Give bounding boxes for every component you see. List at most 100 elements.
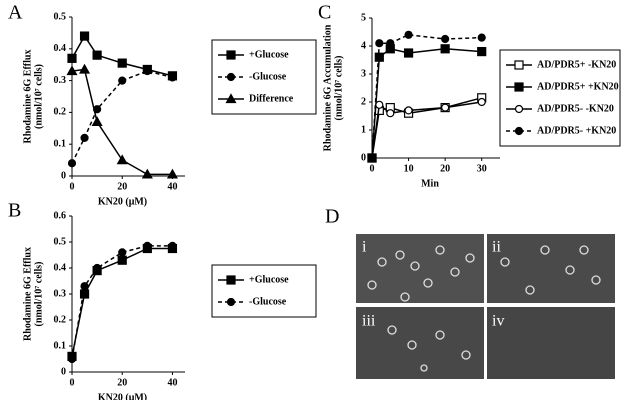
x-tick-label: 20	[117, 377, 127, 388]
legend-label: AD/PDR5+ -KN20	[537, 59, 616, 70]
marker	[118, 248, 127, 257]
micrograph	[356, 234, 484, 303]
x-tick-label: 40	[167, 181, 177, 192]
micrograph-label: iv	[492, 313, 504, 330]
series-line	[71, 245, 173, 360]
y-tick-label: 0.1	[54, 138, 67, 149]
marker	[141, 168, 153, 179]
marker	[375, 39, 384, 48]
marker	[226, 297, 236, 307]
panel-letter: B	[8, 200, 21, 222]
x-tick-label: 20	[440, 163, 450, 174]
y-tick-label: 0.5	[54, 236, 67, 247]
y-axis-label: (nmol/10⁷ cells)	[33, 64, 44, 129]
y-tick-label: 0	[61, 170, 66, 181]
y-tick-label: 0.4	[54, 43, 67, 54]
y-axis-label: Rhodamine 6G Efflux	[22, 50, 33, 144]
y-tick-label: 0.1	[54, 340, 67, 351]
y-axis-label: (nmol/10⁷ cells)	[333, 56, 344, 121]
legend-label: AD/PDR5+ +KN20	[537, 81, 619, 92]
marker	[166, 168, 178, 179]
marker	[367, 153, 377, 163]
x-axis-label: KN20 (μM)	[98, 196, 147, 207]
micrograph-label: iii	[362, 313, 376, 330]
series-line	[371, 34, 482, 159]
legend-label: AD/PDR5- +KN20	[537, 125, 616, 136]
x-tick-label: 40	[167, 377, 177, 388]
y-tick-label: 0.5	[54, 11, 67, 22]
y-tick-label: 0.3	[54, 75, 67, 86]
y-axis-label: Rhodamine 6G Efflux	[22, 247, 33, 341]
legend-label: Difference	[249, 93, 294, 104]
marker	[514, 126, 524, 136]
marker	[67, 159, 77, 168]
marker	[440, 44, 450, 54]
y-tick-label: 3	[361, 68, 366, 79]
x-tick-label: 0	[70, 377, 75, 388]
y-tick-label: 0.4	[54, 262, 67, 273]
y-axis-label: (nmol/10⁷ cells)	[33, 262, 44, 327]
y-tick-label: 0.6	[54, 210, 67, 221]
micrograph-label: i	[362, 239, 367, 256]
micrograph-panel: i ii iii iv D	[325, 206, 615, 379]
marker	[225, 93, 237, 104]
micrograph	[487, 307, 615, 379]
cells	[367, 245, 601, 372]
marker	[477, 46, 487, 57]
marker	[386, 39, 395, 48]
marker	[403, 48, 414, 58]
panel-letter: C	[318, 2, 331, 24]
marker	[79, 63, 91, 74]
marker	[514, 60, 524, 70]
marker	[143, 66, 152, 76]
legend-label: -Glucose	[249, 71, 287, 82]
marker	[386, 109, 395, 118]
marker	[226, 72, 236, 82]
legend-label: AD/PDR5- -KN20	[537, 103, 614, 114]
panel-letter: D	[325, 206, 339, 228]
marker	[93, 263, 102, 273]
y-tick-label: 4	[361, 40, 366, 51]
marker	[514, 104, 524, 114]
y-tick-label: 1	[361, 124, 366, 135]
y-tick-label: 0.2	[54, 314, 67, 325]
marker	[79, 289, 90, 299]
y-tick-label: 2	[361, 96, 366, 107]
marker	[441, 103, 450, 112]
marker	[91, 116, 103, 127]
marker	[80, 133, 89, 142]
legend-label: +Glucose	[249, 49, 289, 60]
series-line	[371, 101, 482, 159]
legend-label: +Glucose	[249, 274, 289, 285]
marker	[116, 154, 128, 165]
legend-box	[211, 264, 317, 318]
marker	[514, 82, 524, 92]
panel-letter: A	[8, 2, 23, 24]
x-axis-label: Min	[421, 178, 439, 189]
y-tick-label: 0.2	[54, 107, 67, 118]
x-tick-label: 30	[477, 163, 487, 174]
y-tick-label: 0	[361, 152, 366, 163]
x-tick-label: 0	[370, 163, 375, 174]
marker	[168, 73, 177, 82]
micrograph	[487, 234, 615, 303]
marker	[66, 65, 78, 76]
marker	[226, 275, 236, 285]
marker	[143, 241, 152, 250]
marker	[118, 76, 127, 85]
y-tick-label: 0	[61, 366, 66, 377]
marker	[477, 97, 486, 107]
marker	[441, 34, 450, 44]
marker	[117, 255, 127, 265]
marker	[375, 100, 384, 109]
marker	[477, 33, 486, 42]
x-tick-label: 20	[117, 181, 127, 192]
x-tick-label: 0	[70, 181, 75, 192]
marker	[404, 30, 413, 39]
y-tick-label: 5	[361, 12, 366, 23]
marker	[404, 106, 413, 115]
marker	[92, 50, 102, 60]
x-tick-label: 10	[404, 163, 414, 174]
marker	[80, 282, 89, 291]
